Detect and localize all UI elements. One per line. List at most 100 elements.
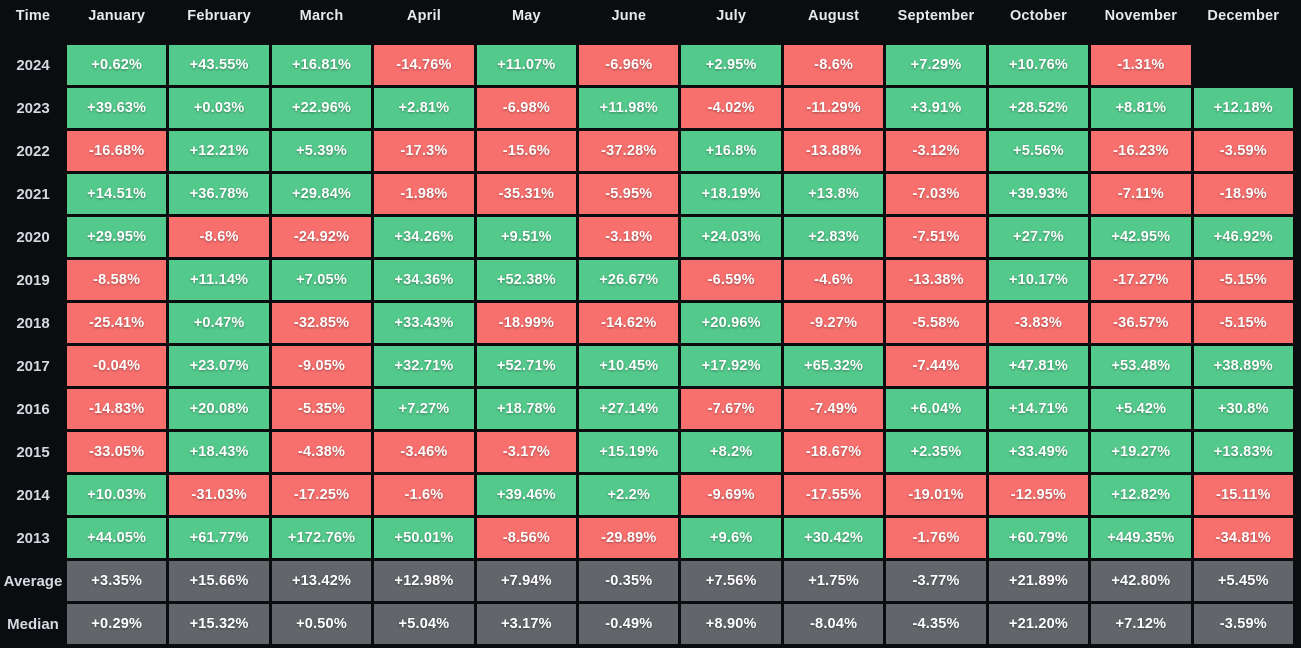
return-cell-2022-november: -16.23%	[1091, 131, 1191, 171]
return-cell-2023-september: +3.91%	[886, 88, 986, 128]
return-cell-average-september: -3.77%	[886, 561, 986, 601]
return-cell-2024-august: -8.6%	[783, 45, 884, 85]
return-cell-median-november: +7.12%	[1091, 604, 1191, 644]
return-cell-average-july: +7.56%	[681, 561, 781, 601]
return-cell-2013-february: +61.77%	[169, 518, 269, 558]
return-cell-2021-june: -5.95%	[579, 174, 679, 214]
return-cell-2020-september: -7.51%	[886, 217, 986, 257]
return-cell-2020-march: -24.92%	[271, 217, 372, 257]
column-header-april: April	[406, 7, 441, 24]
return-cell-2018-september: -5.58%	[886, 303, 986, 343]
return-cell-2016-september: +6.04%	[886, 389, 986, 429]
return-cell-2016-october: +14.71%	[988, 389, 1089, 429]
return-cell-2017-january: -0.04%	[67, 346, 167, 386]
return-cell-2021-november: -7.11%	[1091, 174, 1191, 214]
return-cell-2016-may: +18.78%	[476, 389, 577, 429]
return-cell-2016-november: +5.42%	[1091, 389, 1191, 429]
column-header-march: March	[299, 7, 344, 24]
return-cell-2020-october: +27.7%	[988, 217, 1089, 257]
return-cell-2017-august: +65.32%	[783, 346, 884, 386]
return-cell-2021-march: +29.84%	[271, 174, 372, 214]
return-cell-median-september: -4.35%	[886, 604, 986, 644]
return-cell-2024-january: +0.62%	[67, 45, 167, 85]
row-label-2020: 2020	[16, 228, 50, 246]
row-label-2022: 2022	[16, 142, 50, 160]
return-cell-average-march: +13.42%	[271, 561, 372, 601]
row-label-2023: 2023	[16, 99, 50, 117]
return-cell-2024-june: -6.96%	[579, 45, 679, 85]
return-cell-2022-august: -13.88%	[783, 131, 884, 171]
row-label-2013: 2013	[16, 529, 50, 547]
return-cell-2014-february: -31.03%	[169, 475, 269, 515]
return-cell-2017-february: +23.07%	[169, 346, 269, 386]
row-label-2021: 2021	[16, 185, 50, 203]
return-cell-2014-may: +39.46%	[476, 475, 577, 515]
return-cell-average-december: +5.45%	[1193, 561, 1293, 601]
return-cell-2018-october: -3.83%	[988, 303, 1089, 343]
return-cell-2015-june: +15.19%	[579, 432, 679, 472]
return-cell-median-february: +15.32%	[169, 604, 269, 644]
return-cell-average-april: +12.98%	[374, 561, 474, 601]
return-cell-median-january: +0.29%	[67, 604, 167, 644]
return-cell-median-december: -3.59%	[1193, 604, 1293, 644]
column-header-august: August	[808, 7, 860, 24]
return-cell-2024-may: +11.07%	[476, 45, 577, 85]
column-header-october: October	[1009, 7, 1067, 24]
return-cell-2023-february: +0.03%	[169, 88, 269, 128]
return-cell-2018-june: -14.62%	[579, 303, 679, 343]
return-cell-2013-july: +9.6%	[681, 518, 781, 558]
return-cell-2020-november: +42.95%	[1091, 217, 1191, 257]
row-label-2024: 2024	[16, 56, 50, 74]
return-cell-2013-march: +172.76%	[271, 518, 372, 558]
return-cell-2014-july: -9.69%	[681, 475, 781, 515]
return-cell-2023-april: +2.81%	[374, 88, 474, 128]
time-column-header: Time	[15, 7, 51, 24]
return-cell-2014-september: -19.01%	[886, 475, 986, 515]
return-cell-2019-february: +11.14%	[169, 260, 269, 300]
row-label-2018: 2018	[16, 314, 50, 332]
return-cell-2020-february: -8.6%	[169, 217, 269, 257]
return-cell-2015-february: +18.43%	[169, 432, 269, 472]
return-cell-2022-april: -17.3%	[374, 131, 474, 171]
return-cell-2024-february: +43.55%	[169, 45, 269, 85]
return-cell-average-november: +42.80%	[1091, 561, 1191, 601]
return-cell-2016-december: +30.8%	[1193, 389, 1293, 429]
return-cell-2019-august: -4.6%	[783, 260, 884, 300]
return-cell-2014-october: -12.95%	[988, 475, 1089, 515]
return-cell-2018-december: -5.15%	[1193, 303, 1293, 343]
return-cell-average-january: +3.35%	[67, 561, 167, 601]
return-cell-2015-december: +13.83%	[1193, 432, 1293, 472]
return-cell-2016-march: -5.35%	[271, 389, 372, 429]
return-cell-2019-april: +34.36%	[374, 260, 474, 300]
return-cell-2022-march: +5.39%	[271, 131, 372, 171]
return-cell-2013-april: +50.01%	[374, 518, 474, 558]
return-cell-2017-november: +53.48%	[1091, 346, 1191, 386]
return-cell-2021-july: +18.19%	[681, 174, 781, 214]
column-header-june: June	[611, 7, 647, 24]
return-cell-2017-april: +32.71%	[374, 346, 474, 386]
return-cell-2020-july: +24.03%	[681, 217, 781, 257]
return-cell-2014-november: +12.82%	[1091, 475, 1191, 515]
return-cell-2018-january: -25.41%	[67, 303, 167, 343]
return-cell-2024-september: +7.29%	[886, 45, 986, 85]
return-cell-2021-october: +39.93%	[988, 174, 1089, 214]
return-cell-2014-june: +2.2%	[579, 475, 679, 515]
return-cell-2021-may: -35.31%	[476, 174, 577, 214]
return-cell-median-april: +5.04%	[374, 604, 474, 644]
return-cell-average-may: +7.94%	[476, 561, 577, 601]
return-cell-2017-december: +38.89%	[1193, 346, 1293, 386]
return-cell-2014-march: -17.25%	[271, 475, 372, 515]
return-cell-2021-december: -18.9%	[1193, 174, 1293, 214]
return-cell-2023-may: -6.98%	[476, 88, 577, 128]
return-cell-2018-may: -18.99%	[476, 303, 577, 343]
return-cell-2022-september: -3.12%	[886, 131, 986, 171]
return-cell-2018-april: +33.43%	[374, 303, 474, 343]
return-cell-median-may: +3.17%	[476, 604, 577, 644]
return-cell-2014-december: -15.11%	[1193, 475, 1293, 515]
return-cell-2015-july: +8.2%	[681, 432, 781, 472]
return-cell-2022-october: +5.56%	[988, 131, 1089, 171]
return-cell-2021-august: +13.8%	[783, 174, 884, 214]
return-cell-2020-april: +34.26%	[374, 217, 474, 257]
